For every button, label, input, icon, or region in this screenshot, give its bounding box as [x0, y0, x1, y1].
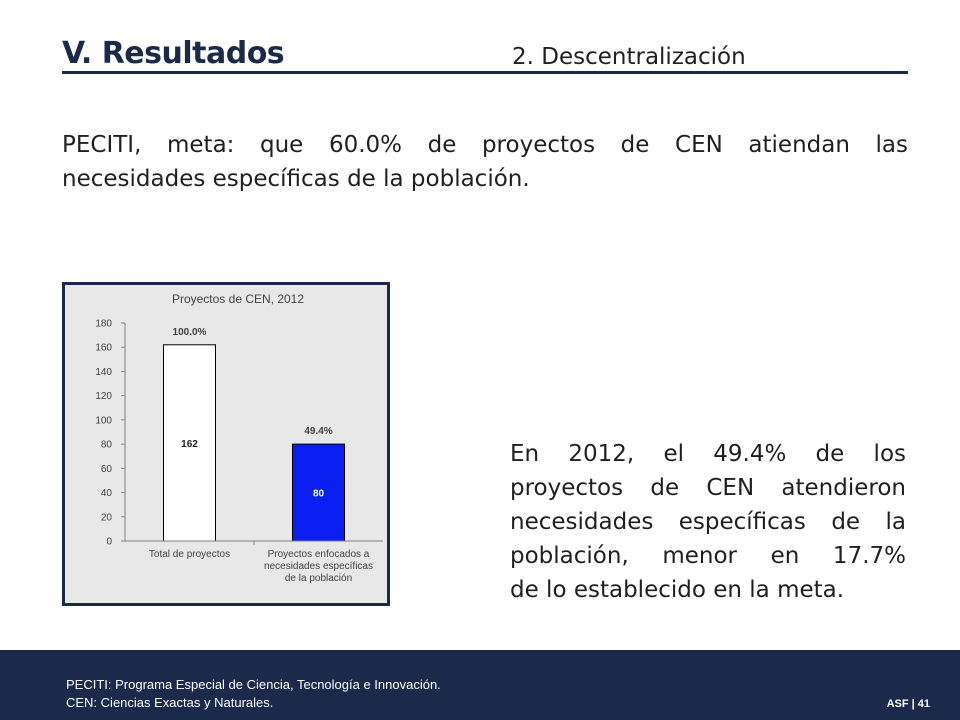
- intro-paragraph: PECITI, meta: que 60.0% de proyectos de …: [62, 128, 908, 196]
- x-axis: Total de proyectos Proyectos enfocados an…: [125, 540, 383, 584]
- bar-percent-label: 100.0%: [173, 327, 207, 338]
- bar-chart-panel: Proyectos de CEN, 2012 0 20 40 60 80 100 120 14…: [62, 282, 390, 606]
- x-category-label: de la población: [285, 573, 352, 584]
- explanation-line-1: En 2012, el 49.4% de los: [510, 441, 906, 467]
- explanation-line-3: necesidades específicas de la: [510, 509, 906, 535]
- page-number: ASF | 41: [886, 698, 930, 710]
- x-category-label: Proyectos enfocados a: [268, 549, 370, 560]
- footer-notes: PECITI: Programa Especial de Ciencia, Te…: [66, 676, 441, 712]
- chart-title: Proyectos de CEN, 2012: [172, 292, 304, 306]
- explanation-paragraph: En 2012, el 49.4% de los proyectos de CE…: [510, 437, 906, 607]
- y-axis: 0 20 40 60 80 100 120 140 160 180: [95, 319, 126, 548]
- header-divider: [62, 71, 908, 74]
- y-tick-label: 120: [95, 391, 112, 402]
- section-subtitle: 2. Descentralización: [512, 44, 746, 70]
- footer-note-cen: CEN: Ciencias Exactas y Naturales.: [66, 695, 274, 710]
- footer-note-peciti: PECITI: Programa Especial de Ciencia, Te…: [66, 677, 441, 692]
- bar-percent-label: 49.4%: [304, 426, 332, 437]
- bar-value-label: 162: [181, 439, 198, 450]
- intro-line-2: necesidades específicas de la población.: [62, 166, 530, 192]
- y-tick-label: 140: [95, 367, 112, 378]
- y-tick-label: 180: [95, 319, 112, 330]
- page-title: V. Resultados: [62, 36, 285, 71]
- intro-line-1: PECITI, meta: que 60.0% de proyectos de …: [62, 132, 908, 158]
- y-tick-label: 40: [101, 488, 113, 499]
- x-category-label: Total de proyectos: [149, 549, 230, 560]
- y-tick-label: 60: [101, 464, 113, 475]
- y-tick-label: 80: [101, 440, 113, 451]
- x-category-label: necesidades específicas: [264, 561, 373, 572]
- bar: [292, 443, 345, 542]
- bar-chart: Proyectos de CEN, 2012 0 20 40 60 80 100 120 14…: [95, 292, 383, 584]
- explanation-line-2: proyectos de CEN atendieron: [510, 475, 906, 501]
- y-tick-label: 20: [101, 512, 113, 523]
- explanation-line-5: de lo establecido en la meta.: [510, 577, 845, 603]
- bars: 162 100.0% 80 49.4%: [163, 327, 345, 542]
- y-tick-label: 160: [95, 343, 112, 354]
- footer-bar: PECITI: Programa Especial de Ciencia, Te…: [0, 650, 960, 720]
- bar-value-label: 80: [313, 489, 325, 500]
- y-tick-label: 100: [95, 415, 112, 426]
- explanation-line-4: población, menor en 17.7%: [510, 543, 906, 569]
- bar: [163, 344, 216, 542]
- y-tick-label: 0: [106, 537, 112, 548]
